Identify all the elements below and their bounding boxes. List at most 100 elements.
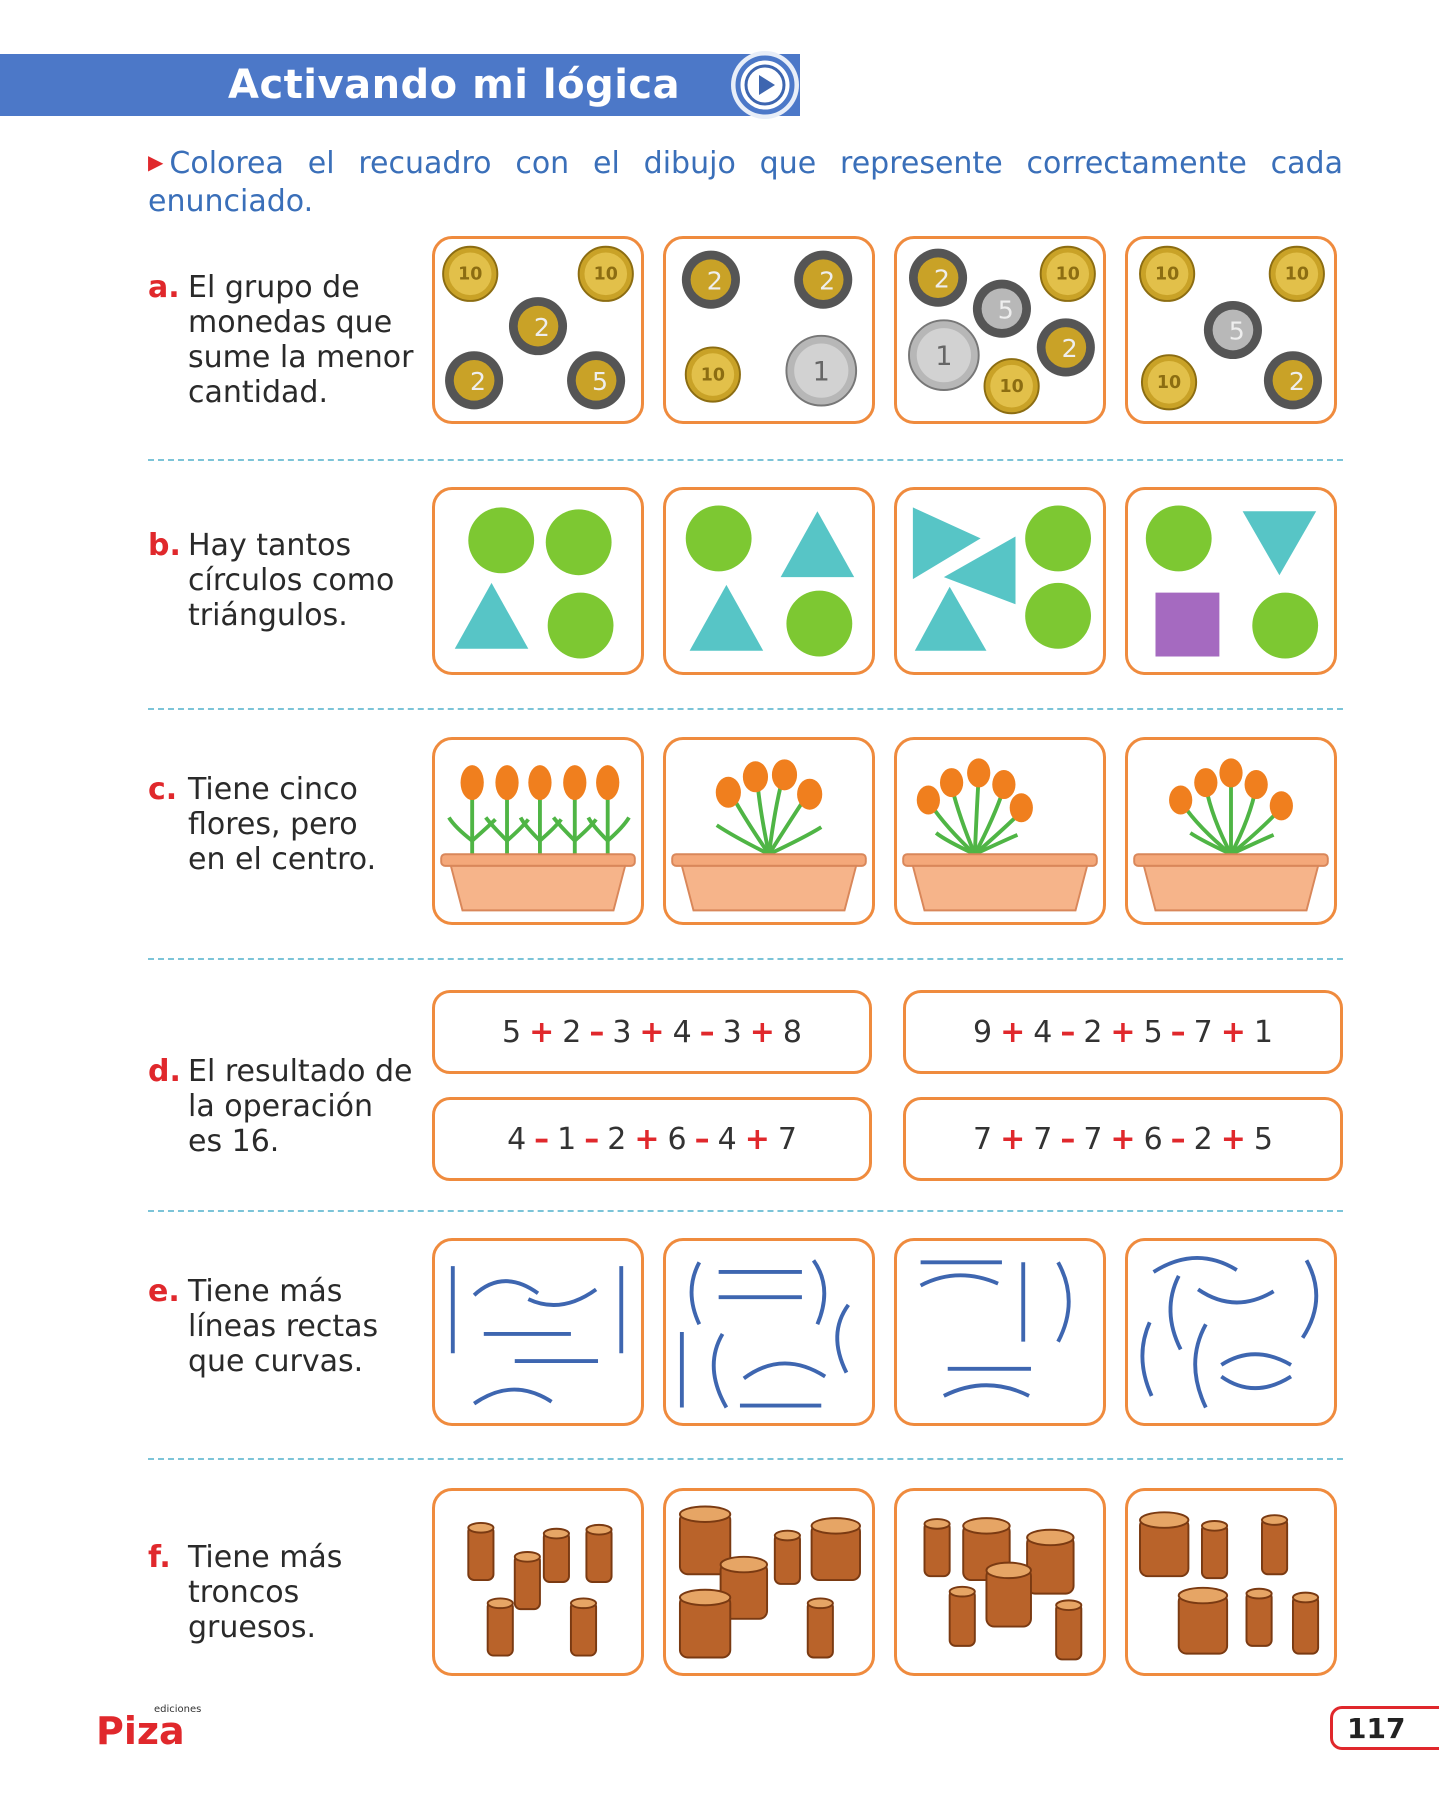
svg-text:2: 2 bbox=[470, 367, 486, 396]
coin-10-centimos-icon: 10 bbox=[1140, 354, 1198, 411]
exercise-a-letter: a. bbox=[148, 270, 180, 305]
svg-text:10: 10 bbox=[1157, 373, 1181, 393]
option-e4-box[interactable] bbox=[1125, 1238, 1337, 1426]
option-b1-box[interactable] bbox=[432, 487, 644, 675]
curved-line bbox=[711, 1332, 729, 1409]
lines-e4-illustration bbox=[1140, 1256, 1319, 1409]
option-f2-box[interactable] bbox=[663, 1488, 875, 1676]
option-a1-box[interactable]: 10 10 2 2 5 bbox=[432, 236, 644, 424]
exercise-c-statement: c. Tiene cinco flores, pero en el centro. bbox=[148, 772, 433, 877]
log-thin bbox=[923, 1518, 951, 1578]
operand: 5 bbox=[1143, 1014, 1163, 1050]
log-thick bbox=[1177, 1586, 1229, 1655]
option-d3-box[interactable]: 4–1–2 +6–4 +7 bbox=[432, 1097, 872, 1181]
circle-shape bbox=[547, 592, 614, 659]
option-b3-box[interactable] bbox=[894, 487, 1106, 675]
option-e3-box[interactable] bbox=[894, 1238, 1106, 1426]
tulip-flower bbox=[715, 776, 741, 808]
separator bbox=[148, 1458, 1343, 1460]
circle-shape bbox=[1025, 505, 1091, 572]
log-thick bbox=[678, 1588, 732, 1659]
coins-a2-illustration: 2 2 10 1 bbox=[681, 250, 858, 407]
option-d2-box[interactable]: 9 +4–2 +5–7 +1 bbox=[903, 990, 1343, 1074]
option-e1-box[interactable] bbox=[432, 1238, 644, 1426]
tulip-flower bbox=[916, 785, 940, 815]
circle-shape bbox=[1025, 582, 1091, 649]
coin-10-centimos-icon: 10 bbox=[1139, 245, 1196, 302]
tulip-flower bbox=[939, 768, 964, 798]
minus-sign: – bbox=[1170, 1121, 1186, 1157]
coin-5-soles-icon: 5 bbox=[972, 279, 1031, 338]
exercise-e-line-3: que curvas. bbox=[188, 1344, 364, 1379]
svg-text:10: 10 bbox=[999, 377, 1023, 397]
option-a4-box[interactable]: 10 10 5 10 2 bbox=[1125, 236, 1337, 424]
option-a3-box[interactable]: 2 10 5 1 2 10 bbox=[894, 236, 1106, 424]
operand: 2 bbox=[562, 1014, 582, 1050]
option-c2-box[interactable] bbox=[663, 737, 875, 925]
option-d4-box[interactable]: 7 +7–7 +6–2 +5 bbox=[903, 1097, 1343, 1181]
option-f1-box[interactable] bbox=[432, 1488, 644, 1676]
option-c1-box[interactable] bbox=[432, 737, 644, 925]
triangle-shape bbox=[1242, 511, 1317, 576]
option-a2-box[interactable]: 2 2 10 1 bbox=[663, 236, 875, 424]
option-f4-box[interactable] bbox=[1125, 1488, 1337, 1676]
exercise-b-line-3: triángulos. bbox=[188, 598, 348, 633]
triangle-shape bbox=[780, 511, 855, 578]
separator bbox=[148, 1210, 1343, 1212]
tulip-flower bbox=[495, 765, 519, 801]
operand: 5 bbox=[502, 1014, 522, 1050]
planter-pot bbox=[911, 864, 1089, 912]
curved-line bbox=[472, 1387, 553, 1406]
lines-e3-illustration bbox=[919, 1260, 1071, 1398]
tulip-flower bbox=[992, 770, 1016, 800]
exercise-d-statement: d. El resultado de la operación es 16. bbox=[148, 1054, 433, 1159]
coin-2-soles-icon: 2 bbox=[445, 351, 504, 410]
plus-sign: + bbox=[1220, 1121, 1246, 1157]
option-b2-box[interactable] bbox=[663, 487, 875, 675]
flowers-c4-illustration bbox=[1133, 758, 1329, 912]
planter-rim bbox=[440, 853, 636, 867]
option-d1-box[interactable]: 5 +2–3 +4–3 +8 bbox=[432, 990, 872, 1074]
option-e2-box[interactable] bbox=[663, 1238, 875, 1426]
minus-sign: – bbox=[1060, 1121, 1076, 1157]
exercise-c-line-3: en el centro. bbox=[188, 842, 377, 877]
planter-rim bbox=[1133, 853, 1329, 867]
coins-a1-illustration: 10 10 2 2 5 bbox=[442, 245, 634, 410]
exercise-e-statement: e. Tiene más líneas rectas que curvas. bbox=[148, 1274, 433, 1379]
tulip-flower bbox=[742, 761, 769, 793]
plus-sign: + bbox=[749, 1014, 775, 1050]
svg-text:10: 10 bbox=[1056, 265, 1080, 285]
operand: 4 bbox=[672, 1014, 692, 1050]
log-thin bbox=[1291, 1591, 1320, 1655]
curved-line bbox=[472, 1279, 540, 1297]
curved-line bbox=[742, 1361, 827, 1381]
option-c4-box[interactable] bbox=[1125, 737, 1337, 925]
operand: 1 bbox=[557, 1121, 577, 1157]
page-title: Activando mi lógica bbox=[228, 62, 681, 108]
tulip-flower bbox=[460, 765, 484, 801]
option-b4-box[interactable] bbox=[1125, 487, 1337, 675]
coin-10-centimos-icon: 10 bbox=[1039, 245, 1096, 302]
svg-text:1: 1 bbox=[813, 356, 830, 387]
log-thick bbox=[985, 1561, 1032, 1628]
exercise-c-line-2: flores, pero bbox=[188, 807, 358, 842]
exercise-e-line-2: líneas rectas bbox=[188, 1309, 379, 1344]
operand: 2 bbox=[1083, 1014, 1103, 1050]
shapes-b4-illustration bbox=[1145, 505, 1319, 659]
coin-2-soles-icon: 2 bbox=[1263, 351, 1322, 410]
page-number: 117 bbox=[1330, 1706, 1439, 1750]
option-c3-box[interactable] bbox=[894, 737, 1106, 925]
log-thin bbox=[1261, 1514, 1289, 1576]
exercise-f-line-2: troncos bbox=[188, 1575, 300, 1610]
log-thick bbox=[719, 1555, 769, 1620]
coin-value: 10 bbox=[458, 265, 482, 285]
plus-sign: + bbox=[1000, 1014, 1026, 1050]
option-f3-box[interactable] bbox=[894, 1488, 1106, 1676]
separator bbox=[148, 958, 1343, 960]
instruction-label: Colorea el recuadro con el dibujo que re… bbox=[148, 146, 1343, 219]
triangle-shape bbox=[912, 507, 981, 580]
operand: 7 bbox=[777, 1121, 797, 1157]
operand: 3 bbox=[722, 1014, 742, 1050]
curved-line bbox=[1301, 1259, 1319, 1339]
tulip-flower bbox=[1244, 770, 1268, 800]
